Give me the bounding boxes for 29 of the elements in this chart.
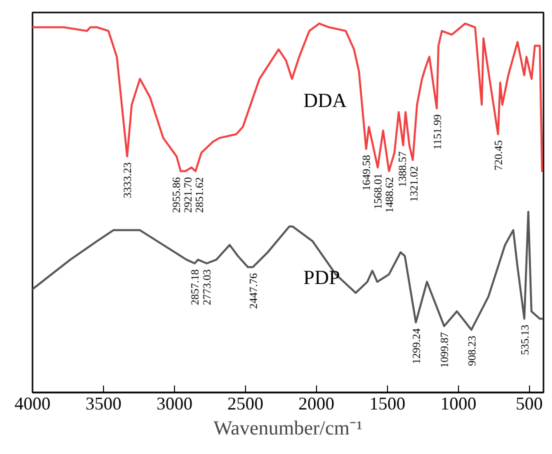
annotation: 2955.86	[170, 176, 183, 213]
annotation: 1151.99	[432, 114, 444, 150]
x-tick-label: 3500	[85, 394, 122, 414]
annotation: 535.13	[519, 324, 532, 355]
x-axis-title: Wavenumber/cm⁻¹	[213, 418, 363, 440]
annotation: 1321.02	[408, 166, 421, 202]
x-tick-label: 1000	[440, 394, 476, 414]
annotation: 2773.03	[202, 268, 214, 306]
x-tick-label: 4000	[14, 394, 50, 414]
annotation: 1488.62	[384, 177, 396, 213]
annotation: 2857.18	[190, 268, 202, 306]
annotation: 1649.58	[361, 154, 374, 191]
annotation: 1099.87	[439, 332, 452, 368]
annotation: 2447.76	[248, 272, 260, 309]
annotation: 3333.23	[122, 162, 134, 198]
annotation: 1299.24	[410, 328, 423, 364]
annotation: 908.23	[466, 335, 478, 366]
series-label: DDA	[303, 90, 348, 112]
x-tick-label: 2000	[298, 394, 334, 414]
x-tick-label: 2500	[227, 394, 264, 414]
annotation: 2851.62	[194, 177, 206, 213]
series-label: PDP	[303, 267, 340, 290]
annotation: 1568.01	[372, 173, 385, 210]
x-tick-label: 3000	[156, 394, 192, 414]
x-tick-label: 500	[516, 394, 543, 414]
x-tick-label: 1500	[369, 394, 406, 414]
annotation: 1388.57	[397, 150, 410, 188]
annotation: 2921.70	[182, 176, 194, 213]
annotation: 720.45	[493, 140, 506, 170]
